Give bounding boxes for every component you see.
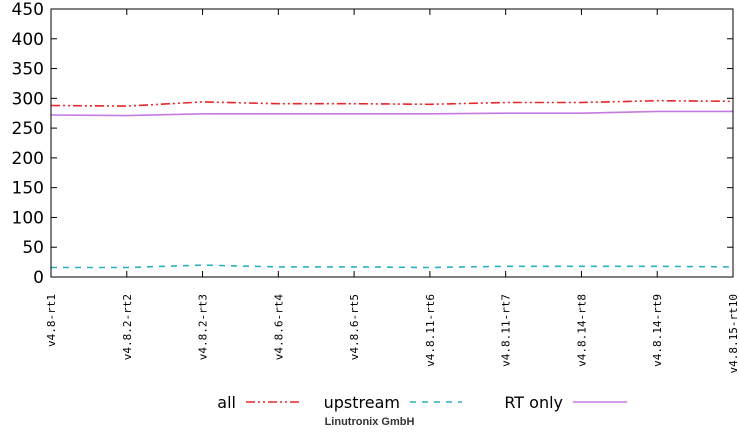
x-tick-label: v4.8.11-rt7 <box>500 294 513 367</box>
series-line-upstream <box>51 264 734 269</box>
x-tick-label: v4.8.2-rt3 <box>197 294 210 360</box>
x-axis: v4.8-rt1 v4.8.2-rt2 v4.8.2-rt3 v4.8.6-rt4 v4… <box>45 9 739 373</box>
series-line-all <box>50 99 734 107</box>
legend-label: RT only <box>504 393 563 412</box>
series-lines <box>50 99 734 269</box>
x-tick-label: v4.8.2-rt2 <box>121 294 134 360</box>
footer-credit: Linutronix GmbH <box>324 416 415 428</box>
y-axis: 0 50 100 150 200 250 300 350 400 450 <box>12 0 733 288</box>
y-tick-label: 350 <box>12 60 44 80</box>
y-tick-label: 50 <box>22 238 44 258</box>
plot-area-frame <box>50 8 734 278</box>
x-tick-label: v4.8.14-rt8 <box>575 294 588 367</box>
x-tick-label: v4.8.11-rt6 <box>424 294 437 367</box>
y-tick-label: 400 <box>12 30 44 50</box>
y-tick-label: 450 <box>12 0 44 20</box>
y-tick-label: 0 <box>33 268 44 288</box>
x-tick-label: v4.8.14-rt9 <box>651 294 664 367</box>
y-tick-label: 250 <box>12 119 44 139</box>
y-tick-label: 100 <box>12 208 44 228</box>
y-tick-label: 150 <box>12 179 44 199</box>
legend-label: upstream <box>324 393 400 412</box>
x-tick-label: v4.8.6-rt4 <box>272 294 285 361</box>
x-tick-label: v4.8.15-rt10 <box>727 294 739 373</box>
legend-label: all <box>217 393 236 412</box>
legend: all upstream RT only <box>217 393 627 412</box>
y-tick-label: 300 <box>12 89 44 109</box>
series-line-rt-only <box>50 110 733 117</box>
x-tick-label: v4.8.6-rt5 <box>348 294 361 360</box>
y-tick-label: 200 <box>12 149 44 169</box>
x-tick-label: v4.8-rt1 <box>45 294 58 347</box>
